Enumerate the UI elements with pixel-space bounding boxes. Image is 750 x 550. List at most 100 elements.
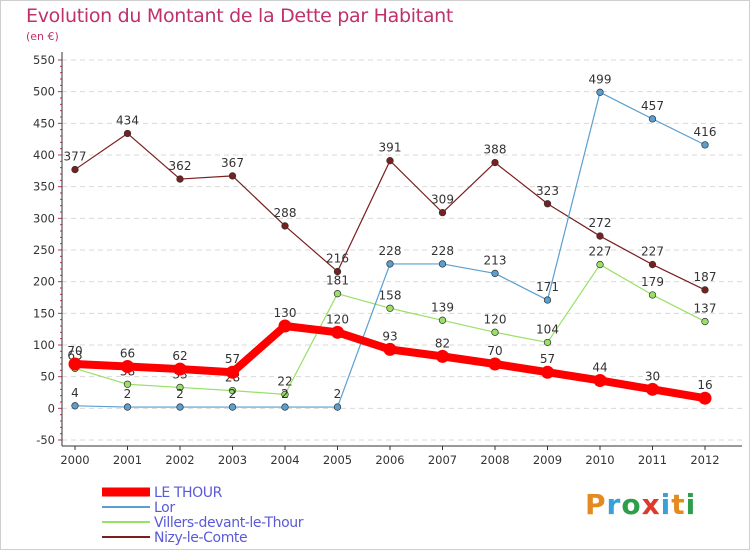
- data-label: 457: [641, 99, 664, 113]
- data-point: [333, 267, 342, 276]
- data-label: 82: [435, 336, 450, 350]
- data-point: [596, 260, 604, 269]
- data-label: 227: [589, 245, 612, 259]
- data-label: 139: [431, 300, 454, 314]
- data-point: [648, 115, 657, 123]
- data-label: 158: [379, 288, 402, 302]
- data-label: 187: [694, 270, 717, 284]
- logo-letter: t: [671, 488, 686, 521]
- data-label: 362: [169, 159, 192, 173]
- data-point: [121, 360, 134, 374]
- y-tick-label: 200: [33, 275, 55, 289]
- data-point: [386, 304, 394, 312]
- logo-letter: o: [621, 488, 642, 521]
- data-label: 62: [172, 349, 187, 363]
- y-tick-label: 350: [33, 180, 55, 194]
- data-label: 2: [124, 387, 132, 401]
- y-tick-label: 100: [33, 338, 55, 352]
- data-label: 228: [379, 244, 402, 258]
- x-tick-label: 2005: [323, 453, 352, 467]
- x-tick-label: 2003: [218, 453, 247, 467]
- data-label: 213: [484, 253, 507, 267]
- y-tick-label: 400: [33, 148, 55, 162]
- y-tick-label: -50: [36, 433, 55, 447]
- data-point: [701, 141, 709, 149]
- data-label: 70: [487, 344, 502, 358]
- data-point: [386, 260, 394, 268]
- y-tick-label: 250: [33, 243, 55, 257]
- data-label: 272: [589, 216, 612, 230]
- data-point: [281, 222, 289, 230]
- x-tick-label: 2004: [270, 453, 299, 467]
- data-point: [596, 232, 604, 240]
- logo-letter: i: [685, 488, 697, 521]
- data-label: 171: [536, 280, 559, 294]
- x-tick-label: 2002: [165, 453, 194, 467]
- data-label: 377: [64, 150, 87, 164]
- data-point: [123, 129, 132, 138]
- data-point: [593, 373, 607, 387]
- data-point: [701, 286, 709, 294]
- data-label: 2: [281, 387, 289, 401]
- data-label: 309: [431, 193, 454, 207]
- data-label: 66: [120, 347, 135, 361]
- data-point: [596, 88, 604, 96]
- data-point: [438, 208, 447, 217]
- data-label: 181: [326, 274, 349, 288]
- data-label: 367: [221, 156, 244, 170]
- x-tick-label: 2001: [113, 453, 142, 467]
- data-label: 434: [116, 113, 139, 127]
- data-point: [173, 362, 187, 376]
- data-label: 499: [589, 72, 612, 86]
- data-label: 120: [326, 312, 349, 326]
- data-label: 288: [274, 206, 297, 220]
- data-label: 323: [536, 184, 559, 198]
- data-point: [698, 391, 712, 405]
- data-point: [543, 296, 552, 304]
- data-point: [436, 349, 449, 363]
- logo-letter: i: [660, 488, 672, 521]
- data-point: [541, 365, 554, 379]
- data-point: [543, 338, 552, 347]
- chart-subtitle: (en €): [26, 30, 59, 43]
- data-label: 93: [382, 329, 397, 343]
- data-point: [648, 291, 657, 299]
- data-point: [438, 316, 447, 324]
- y-tick-label: 50: [40, 370, 55, 384]
- data-point: [228, 403, 237, 411]
- y-tick-label: 500: [33, 85, 55, 99]
- data-label: 137: [694, 302, 717, 316]
- data-label: 2: [176, 387, 184, 401]
- x-tick-label: 2007: [428, 453, 457, 467]
- data-point: [278, 319, 292, 333]
- logo-letter: r: [606, 488, 622, 521]
- data-point: [71, 402, 79, 410]
- legend-label: Nizy-le-Comte: [154, 530, 247, 546]
- data-point: [386, 157, 394, 165]
- data-point: [228, 172, 237, 180]
- data-label: 227: [641, 245, 664, 259]
- y-tick-label: 0: [48, 401, 55, 415]
- data-point: [68, 357, 82, 371]
- x-tick-label: 2012: [690, 453, 719, 467]
- data-point: [333, 290, 342, 298]
- data-label: 4: [71, 386, 79, 400]
- chart-title: Evolution du Montant de la Dette par Hab…: [26, 5, 454, 27]
- data-label: 391: [379, 141, 402, 155]
- data-label: 130: [274, 306, 297, 320]
- y-tick-label: 150: [33, 306, 55, 320]
- data-label: 2: [334, 387, 342, 401]
- data-label: 16: [697, 378, 712, 392]
- legend-label: Villers-devant-le-Thour: [154, 515, 304, 531]
- data-point: [491, 269, 499, 278]
- data-label: 22: [277, 374, 292, 388]
- data-label: 57: [225, 352, 240, 366]
- x-tick-label: 2000: [60, 453, 89, 467]
- data-point: [488, 357, 502, 371]
- data-point: [383, 342, 397, 356]
- data-point: [491, 328, 499, 336]
- data-point: [648, 260, 657, 269]
- data-label: 30: [645, 369, 660, 383]
- data-point: [701, 317, 709, 326]
